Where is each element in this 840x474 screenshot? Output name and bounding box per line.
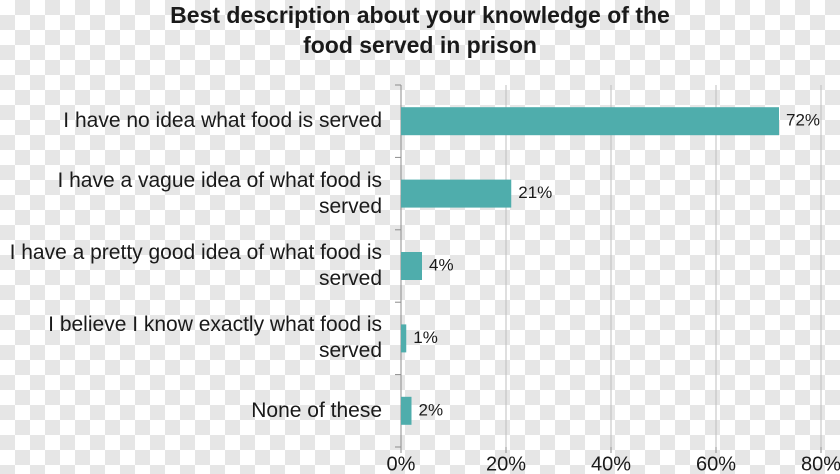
x-tick-label: 80%	[801, 453, 840, 474]
data-label: 21%	[518, 183, 552, 202]
data-label: 4%	[429, 255, 454, 274]
x-tick-label: 40%	[591, 453, 631, 474]
y-tick-label: I have a vague idea of what food is serv…	[57, 168, 382, 218]
bar	[401, 396, 412, 425]
y-tick-label: I have no idea what food is served	[63, 109, 382, 133]
bar	[401, 179, 512, 208]
bar	[401, 252, 422, 280]
data-label: 72%	[786, 111, 820, 130]
y-tick-label: I believe I know exactly what food is se…	[48, 313, 382, 363]
x-tick-label: 60%	[696, 453, 736, 474]
x-tick-label: 20%	[486, 453, 526, 474]
data-label: 2%	[419, 400, 444, 419]
x-tick-label: 0%	[387, 453, 416, 474]
bar	[401, 107, 779, 136]
data-label: 1%	[413, 328, 438, 347]
y-tick-label: None of these	[251, 398, 382, 422]
y-tick-label: I have a pretty good idea of what food i…	[9, 241, 382, 290]
bar	[401, 324, 407, 353]
chart-title: Best description about your knowledge of…	[170, 2, 670, 58]
